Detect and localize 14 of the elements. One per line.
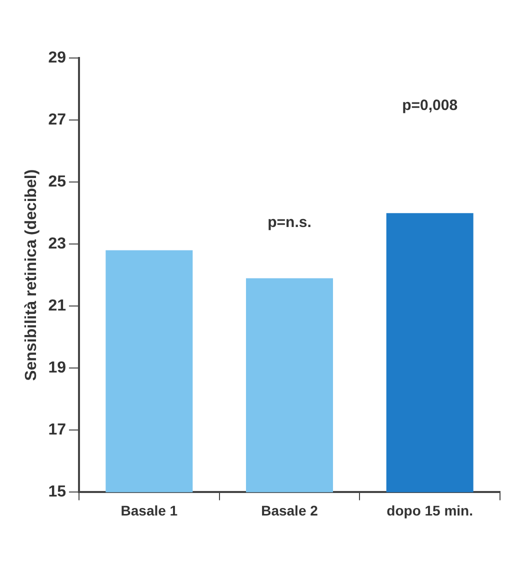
y-tick-label: 15	[48, 484, 66, 501]
y-tick-label: 27	[48, 111, 66, 128]
x-tick-label: Basale 1	[120, 502, 178, 518]
annotation: p=0,008	[402, 96, 458, 114]
y-tick-label: 17	[48, 422, 66, 439]
annotation: p=n.s.	[268, 214, 312, 232]
y-tick-label: 29	[48, 49, 66, 66]
y-tick-label: 19	[48, 360, 66, 377]
y-axis-title: Sensibilità retinica (decibel)	[23, 169, 40, 381]
y-tick-label: 21	[48, 298, 66, 315]
x-tick-label: Basale 2	[261, 502, 318, 518]
y-tick-label: 25	[48, 173, 66, 190]
y-tick-label: 23	[48, 235, 66, 252]
x-tick-label: dopo 15 min.	[386, 502, 474, 518]
